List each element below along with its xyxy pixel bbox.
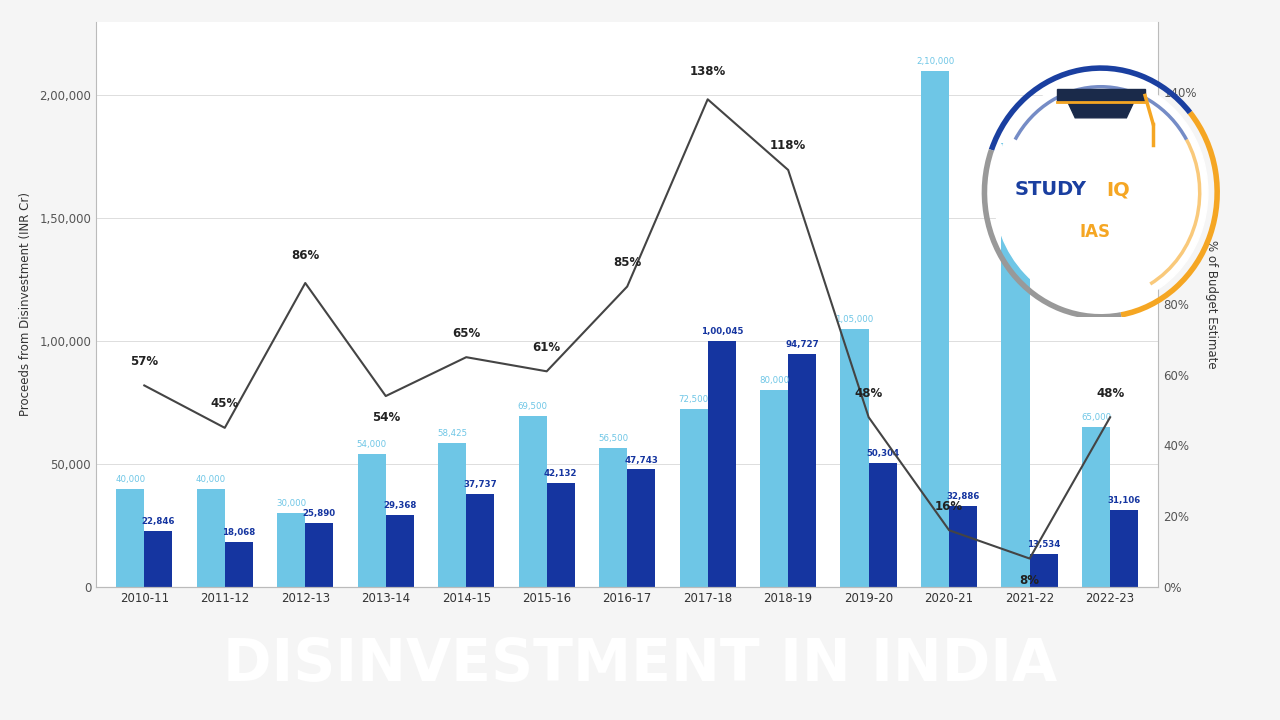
Text: 72,500: 72,500 bbox=[678, 395, 709, 404]
Bar bbox=[950, 506, 978, 587]
Text: 40,000: 40,000 bbox=[196, 474, 225, 484]
Text: 45%: 45% bbox=[211, 397, 239, 410]
Bar bbox=[1001, 157, 1029, 587]
Text: 30,000: 30,000 bbox=[276, 499, 306, 508]
Text: 48%: 48% bbox=[1096, 387, 1124, 400]
Text: 29,368: 29,368 bbox=[383, 500, 416, 510]
Text: 31,106: 31,106 bbox=[1107, 497, 1140, 505]
Text: 54,000: 54,000 bbox=[357, 440, 387, 449]
Text: 25,890: 25,890 bbox=[303, 509, 335, 518]
Text: 1,75,00: 1,75,00 bbox=[1000, 143, 1032, 152]
Polygon shape bbox=[1056, 89, 1146, 102]
Bar bbox=[225, 542, 253, 587]
Bar bbox=[518, 416, 547, 587]
Bar bbox=[760, 390, 788, 587]
Bar bbox=[788, 354, 817, 587]
Bar bbox=[1082, 427, 1110, 587]
Text: 8%: 8% bbox=[1020, 574, 1039, 587]
Bar bbox=[357, 454, 385, 587]
Y-axis label: % of Budget Estimate: % of Budget Estimate bbox=[1204, 240, 1217, 369]
Text: 32,886: 32,886 bbox=[946, 492, 980, 501]
Text: 13,534: 13,534 bbox=[1027, 539, 1060, 549]
Text: 54%: 54% bbox=[371, 411, 399, 424]
Text: 1,00,045: 1,00,045 bbox=[700, 327, 742, 336]
Text: 48%: 48% bbox=[855, 387, 883, 400]
Bar bbox=[385, 515, 413, 587]
Polygon shape bbox=[1069, 103, 1133, 118]
Text: 65%: 65% bbox=[452, 327, 480, 340]
Text: 37,737: 37,737 bbox=[463, 480, 497, 489]
Text: DISINVESTMENT IN INDIA: DISINVESTMENT IN INDIA bbox=[223, 636, 1057, 693]
Text: 58,425: 58,425 bbox=[436, 429, 467, 438]
Bar bbox=[708, 341, 736, 587]
Bar bbox=[145, 531, 173, 587]
Y-axis label: Proceeds from Disinvestment (INR Cr): Proceeds from Disinvestment (INR Cr) bbox=[19, 192, 32, 416]
Text: 86%: 86% bbox=[291, 249, 320, 262]
Bar bbox=[1029, 554, 1057, 587]
Text: 18,068: 18,068 bbox=[223, 528, 256, 538]
Bar bbox=[305, 523, 333, 587]
Text: 2,10,000: 2,10,000 bbox=[916, 57, 954, 66]
Bar bbox=[627, 469, 655, 587]
Bar bbox=[547, 483, 575, 587]
Circle shape bbox=[993, 78, 1208, 307]
Text: 16%: 16% bbox=[936, 500, 964, 513]
Bar bbox=[438, 444, 466, 587]
Bar bbox=[599, 448, 627, 587]
Bar bbox=[116, 488, 145, 587]
Text: 57%: 57% bbox=[131, 355, 159, 368]
Bar bbox=[680, 409, 708, 587]
Text: IAS: IAS bbox=[1079, 223, 1111, 241]
Text: 118%: 118% bbox=[771, 139, 806, 153]
Text: 80,000: 80,000 bbox=[759, 377, 790, 385]
Text: STUDY: STUDY bbox=[1015, 181, 1087, 199]
Text: 94,727: 94,727 bbox=[786, 340, 819, 349]
Bar bbox=[466, 494, 494, 587]
Bar bbox=[869, 463, 897, 587]
Text: 47,743: 47,743 bbox=[625, 456, 658, 464]
Bar bbox=[276, 513, 305, 587]
Text: 40,000: 40,000 bbox=[115, 474, 145, 484]
Text: 61%: 61% bbox=[532, 341, 561, 354]
Text: 65,000: 65,000 bbox=[1082, 413, 1111, 422]
Bar bbox=[922, 71, 950, 587]
Bar bbox=[841, 329, 869, 587]
Text: 85%: 85% bbox=[613, 256, 641, 269]
Text: 69,500: 69,500 bbox=[517, 402, 548, 411]
Text: 22,846: 22,846 bbox=[142, 517, 175, 526]
Text: IQ: IQ bbox=[1107, 181, 1130, 199]
Text: 56,500: 56,500 bbox=[598, 434, 628, 443]
Text: 42,132: 42,132 bbox=[544, 469, 577, 478]
Bar bbox=[1110, 510, 1138, 587]
Text: 138%: 138% bbox=[690, 65, 726, 78]
Text: 1,05,000: 1,05,000 bbox=[836, 315, 874, 324]
Bar bbox=[197, 488, 225, 587]
Text: 50,304: 50,304 bbox=[867, 449, 900, 458]
